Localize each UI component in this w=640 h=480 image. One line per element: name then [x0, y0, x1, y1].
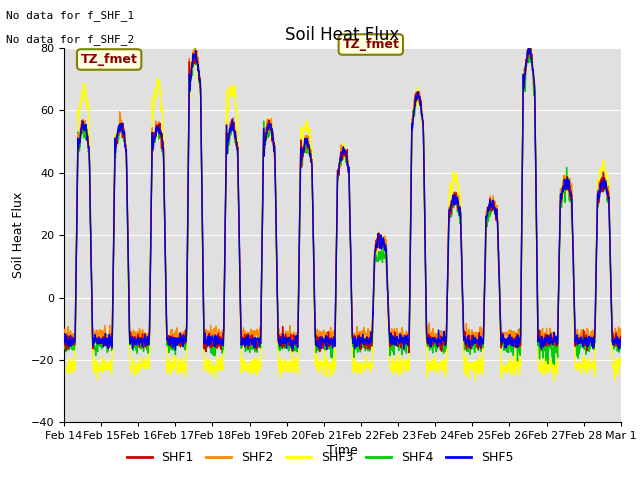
Text: No data for f_SHF_2: No data for f_SHF_2 — [6, 34, 134, 45]
Legend: SHF1, SHF2, SHF3, SHF4, SHF5: SHF1, SHF2, SHF3, SHF4, SHF5 — [122, 446, 518, 469]
Text: TZ_fmet: TZ_fmet — [342, 38, 399, 51]
Text: TZ_fmet: TZ_fmet — [81, 53, 138, 66]
X-axis label: Time: Time — [327, 444, 358, 457]
Title: Soil Heat Flux: Soil Heat Flux — [285, 25, 399, 44]
Y-axis label: Soil Heat Flux: Soil Heat Flux — [12, 192, 25, 278]
Text: No data for f_SHF_1: No data for f_SHF_1 — [6, 10, 134, 21]
